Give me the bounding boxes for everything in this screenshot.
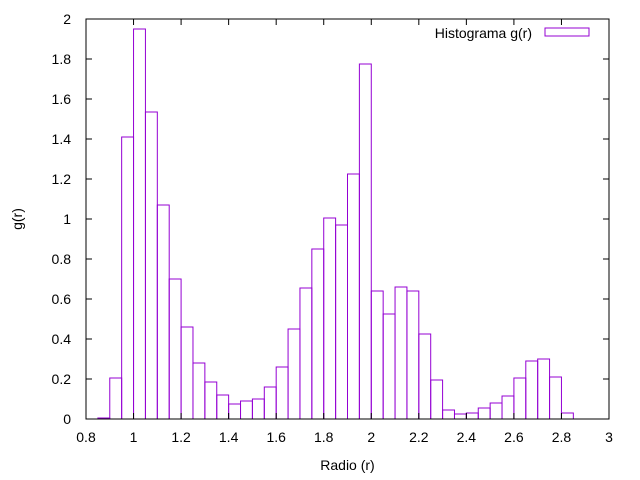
histogram-bar xyxy=(465,412,479,420)
histogram-bar xyxy=(133,28,146,420)
histogram-bar xyxy=(311,248,325,420)
histogram-bar xyxy=(382,313,396,420)
histogram-bar xyxy=(430,379,444,420)
x-tick-label: 1 xyxy=(130,429,138,445)
histogram-bar xyxy=(525,360,539,420)
legend-swatch xyxy=(544,27,590,37)
histogram-bar xyxy=(489,402,503,420)
y-tick-label: 1 xyxy=(63,211,71,227)
y-axis-label: g(r) xyxy=(9,208,25,230)
x-tick-label: 2.2 xyxy=(409,429,429,445)
histogram-bar xyxy=(513,377,527,420)
histogram-bar xyxy=(263,386,277,420)
x-tick-label: 2.4 xyxy=(457,429,477,445)
x-axis-label: Radio (r) xyxy=(320,457,374,473)
histogram-bar xyxy=(560,412,574,420)
x-tick-label: 2.6 xyxy=(504,429,524,445)
x-tick-label: 1.4 xyxy=(219,429,239,445)
histogram-bar xyxy=(216,394,230,420)
x-tick-label: 3 xyxy=(605,429,613,445)
histogram-bar xyxy=(549,376,562,420)
y-tick-label: 0.2 xyxy=(52,371,72,387)
x-tick-label: 1.2 xyxy=(171,429,191,445)
histogram-bar xyxy=(537,358,551,420)
tick-labels-group: 0.8 1 1.2 1.4 1.6 1.8 2 2.2 2.4 2.6 2.8 3 0 0.2 0.4 0.6… xyxy=(52,11,614,445)
histogram-bar xyxy=(192,362,206,420)
x-tick-label: 2 xyxy=(367,429,375,445)
y-tick-label: 0.4 xyxy=(52,331,72,347)
histogram-bar xyxy=(144,111,158,420)
histogram-bar xyxy=(477,407,491,420)
histogram-bar xyxy=(168,278,182,420)
x-tick-label: 1.6 xyxy=(266,429,286,445)
histogram-bar xyxy=(358,63,372,420)
histogram-bar xyxy=(121,136,135,420)
histogram-bar xyxy=(418,333,432,420)
histogram-bar xyxy=(453,413,467,420)
histogram-bar xyxy=(204,381,218,420)
y-tick-label: 2 xyxy=(63,11,71,27)
histogram-bar xyxy=(394,286,408,420)
histogram-bar xyxy=(335,224,349,420)
histogram-bar xyxy=(180,326,194,420)
histogram-bar xyxy=(442,409,455,420)
histogram-bar xyxy=(287,328,301,420)
histogram-bar xyxy=(299,287,313,420)
histogram-bar xyxy=(323,217,337,420)
histogram-bar xyxy=(501,395,515,420)
y-tick-label: 1.4 xyxy=(52,131,72,147)
histogram-bar xyxy=(228,403,242,420)
y-tick-label: 1.2 xyxy=(52,171,72,187)
y-tick-label: 1.8 xyxy=(52,51,72,67)
bars-group xyxy=(97,28,574,420)
x-tick-label: 2.8 xyxy=(552,429,572,445)
x-tick-label: 0.8 xyxy=(76,429,96,445)
histogram-bar xyxy=(109,377,123,420)
y-tick-label: 0 xyxy=(63,411,71,427)
y-tick-label: 0.8 xyxy=(52,251,72,267)
histogram-bar xyxy=(240,400,253,420)
x-tick-label: 1.8 xyxy=(314,429,334,445)
histogram-bar xyxy=(370,290,384,420)
y-tick-label: 1.6 xyxy=(52,91,72,107)
histogram-bar xyxy=(156,204,170,420)
histogram-bar xyxy=(347,173,360,420)
histogram-bar xyxy=(275,366,289,420)
histogram-bar xyxy=(406,290,420,420)
legend-label: Histograma g(r) xyxy=(435,25,532,41)
histogram-bar xyxy=(251,398,265,420)
ticks-group xyxy=(85,18,610,420)
y-tick-label: 0.6 xyxy=(52,291,72,307)
